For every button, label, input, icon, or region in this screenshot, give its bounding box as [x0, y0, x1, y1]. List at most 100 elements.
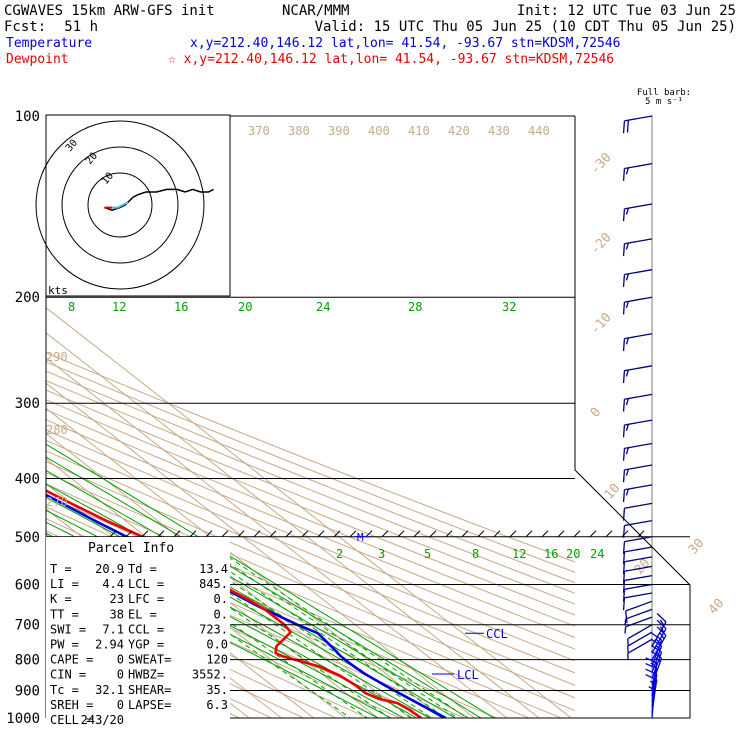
barb-flag	[622, 525, 626, 538]
barb-flag	[624, 626, 627, 634]
lcl-label: LCL	[457, 668, 479, 682]
wind-barb	[622, 269, 653, 287]
barb-flag	[625, 337, 629, 345]
barb-staff	[624, 583, 653, 590]
mixing-ratio-label: 16	[174, 300, 188, 314]
barb-staff	[651, 628, 667, 654]
barb-flag	[622, 168, 626, 181]
dry-adiabat-line	[46, 409, 575, 627]
parcel-label: YGP =	[128, 638, 164, 652]
barb-staff	[624, 365, 653, 372]
wind-barb	[622, 163, 653, 181]
parcel-value: 2.94	[95, 638, 124, 652]
parcel-label: LCL =	[128, 577, 164, 591]
barb-staff	[651, 645, 663, 673]
barb-staff	[624, 484, 653, 491]
parcel-value: 13.4	[199, 562, 228, 576]
wind-barb	[622, 365, 653, 384]
mixing-ratio-label: 2	[336, 547, 343, 561]
barb-flag	[625, 273, 629, 281]
theta-label: 400	[368, 124, 390, 138]
hatch-mark	[141, 530, 149, 538]
barb-flag	[625, 447, 629, 455]
wind-barb	[622, 238, 653, 257]
barb-flag	[622, 571, 626, 584]
parcel-label: CIN =	[50, 668, 86, 682]
theta-label: 410	[408, 124, 430, 138]
isotherm-label: -20	[588, 230, 615, 257]
hatch-mark	[125, 530, 133, 538]
barb-staff	[624, 546, 653, 553]
parcel-value: 723.	[199, 622, 228, 636]
hodo-ring-30	[35, 120, 205, 290]
parcel-value: 6.3	[206, 698, 228, 712]
barb-staff	[624, 536, 653, 543]
parcel-value: 7.1	[102, 622, 124, 636]
barb-flag	[622, 399, 626, 412]
plot-frame-right	[574, 116, 691, 718]
parcel-value: 845.	[199, 577, 228, 591]
barb-staff	[624, 203, 653, 210]
hatch-mark	[589, 530, 597, 538]
isotherm-label: 0	[588, 405, 604, 421]
barb-staff	[625, 616, 653, 628]
dry-adiabat-line	[46, 568, 369, 718]
dry-adiabat-line	[46, 581, 336, 718]
parcel-label: LI =	[50, 577, 79, 591]
pressure-tick-label: 700	[15, 618, 40, 634]
hatch-mark	[413, 530, 421, 538]
barb-flag	[625, 488, 629, 496]
hatch-mark	[109, 530, 117, 538]
dry-adiabat-line	[46, 379, 575, 594]
parcel-label: SHEAR=	[128, 683, 171, 697]
parcel-value: 0	[117, 698, 124, 712]
isotherm-line	[46, 382, 475, 718]
hatch-mark	[461, 530, 469, 538]
barb-flag	[622, 338, 626, 352]
dry-adiabat-line	[46, 472, 575, 699]
hatch-mark	[573, 530, 581, 538]
barb-staff	[627, 638, 653, 654]
parcel-label: Tc =	[50, 683, 79, 697]
hatch-mark	[253, 530, 261, 538]
barb-staff	[651, 679, 658, 708]
barb-staff	[624, 419, 653, 426]
header-model: CGWAVES 15km ARW-GFS init	[4, 3, 215, 19]
theta-label: 420	[448, 124, 470, 138]
barb-flag	[622, 370, 626, 384]
mixing-ratio-label: 5	[424, 547, 431, 561]
barb-flag	[622, 120, 626, 134]
wind-barb	[627, 638, 653, 661]
barb-flag	[622, 448, 626, 461]
m-label: M	[357, 531, 364, 544]
wind-barb	[622, 333, 653, 352]
wind-barb	[622, 502, 653, 521]
barb-staff	[624, 115, 653, 122]
barb-flag	[622, 243, 626, 257]
mixing-ratio-label: 8	[472, 547, 479, 561]
wind-barb	[622, 583, 653, 602]
parcel-label: SWEAT=	[128, 653, 171, 667]
hatch-mark	[285, 530, 293, 538]
parcel-label: SWI =	[50, 622, 86, 636]
pressure-tick-label: 800	[15, 653, 40, 669]
barb-flag	[625, 369, 629, 377]
hatch-mark	[317, 530, 325, 538]
barb-flag	[656, 612, 667, 623]
pressure-tick-label: 400	[15, 471, 40, 487]
hatch-mark	[381, 530, 389, 538]
hatch-mark	[605, 530, 613, 538]
barb-flag	[622, 302, 626, 315]
parcel-value: 0	[117, 653, 124, 667]
wind-barb	[622, 419, 653, 438]
barb-legend-line2: 5 m s⁻¹	[645, 97, 683, 107]
parcel-value: 35.	[206, 683, 228, 697]
barb-flag	[622, 541, 626, 555]
barb-flag	[650, 662, 657, 668]
header-valid: Valid: 15 UTC Thu 05 Jun 25 (10 CDT Thu …	[315, 19, 736, 35]
barb-staff	[625, 608, 653, 620]
mixing-ratio-label: 12	[512, 547, 526, 561]
parcel-value: 120	[206, 653, 228, 667]
wind-barb	[622, 393, 653, 412]
